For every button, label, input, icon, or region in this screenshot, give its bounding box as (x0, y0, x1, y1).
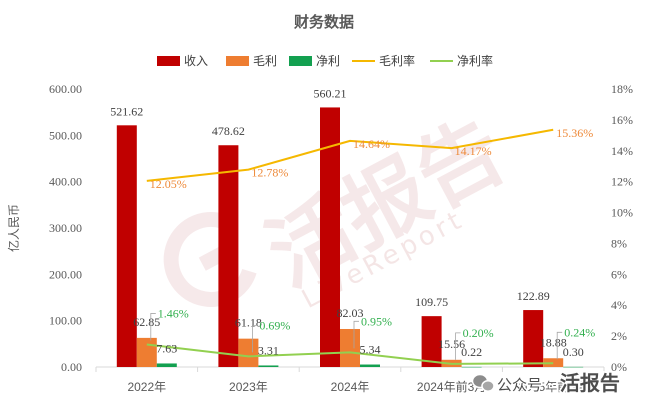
bar-revenue (523, 310, 544, 367)
y-tick-label: 200.00 (49, 267, 82, 281)
bar-gross-profit (238, 338, 259, 367)
account-name: 活报告 (560, 371, 620, 395)
leader-line (556, 331, 563, 360)
data-label-gross-margin: 14.64% (353, 137, 390, 151)
line-net-margin (146, 343, 554, 365)
y-tick-label: 600.00 (49, 82, 82, 96)
data-label-gross-margin: 14.17% (455, 144, 492, 158)
y2-tick-label: 4% (611, 298, 627, 312)
bar-net-profit (461, 366, 482, 368)
bar-revenue (116, 125, 137, 367)
wechat-icon (471, 373, 495, 392)
watermark: 活报告 LiveReport (163, 100, 520, 315)
legend-label-gross-margin: 毛利率 (379, 53, 415, 68)
bar-revenue (218, 145, 239, 367)
x-tick-label: 2022年 (127, 380, 166, 394)
y2-tick-label: 0% (611, 360, 627, 374)
watermark-logo (163, 212, 257, 307)
y2-tick-label: 16% (611, 113, 633, 127)
bars (116, 107, 584, 368)
legend-swatch-gross-profit (226, 56, 249, 66)
legend-swatch-revenue (157, 56, 180, 66)
y2-tick-label: 8% (611, 236, 627, 250)
bar-gross-profit (543, 358, 564, 367)
data-label-revenue: 521.62 (110, 104, 143, 118)
line-gross-margin (146, 128, 554, 182)
account-tag: 公众号 · 活报告 (471, 370, 621, 397)
lines (146, 128, 554, 365)
bar-gross-profit (340, 328, 360, 367)
data-label-gross-profit: 18.88 (540, 335, 567, 349)
legend-label-net-margin: 净利率 (457, 53, 493, 68)
bar-net-profit (258, 365, 279, 367)
data-label-gross-profit: 15.56 (438, 337, 465, 351)
data-label-gross-margin: 12.05% (150, 177, 187, 191)
legend-label-net-profit: 净利 (316, 54, 340, 68)
bar-net-profit (156, 363, 177, 367)
data-label-net-profit: 5.34 (360, 343, 381, 357)
data-labels: 521.62 478.62 560.21 109.75 122.89 62.85 61.18… (110, 86, 595, 360)
legend-label-revenue: 收入 (184, 54, 208, 68)
legend-item-revenue: 收入 (157, 54, 208, 68)
x-tick-label: 2023年 (229, 380, 268, 394)
plot-area: 2022年 2023年 2024年 2024年前3月 2025年前3月 0.00 100.0… (49, 82, 633, 394)
y-axis-label: 亿人民币 (6, 204, 21, 252)
y2-tick-label: 6% (611, 267, 627, 281)
legend-label-gross-profit: 毛利 (253, 54, 277, 68)
y-tick-label: 400.00 (49, 175, 82, 189)
data-label-net-profit: 0.30 (563, 345, 584, 359)
data-label-net-profit: 7.63 (156, 341, 177, 355)
legend-item-net-margin: 净利率 (430, 53, 493, 68)
data-label-gross-margin: 15.36% (556, 126, 593, 140)
data-label-net-profit: 3.31 (258, 343, 279, 357)
data-label-revenue: 560.21 (314, 86, 347, 100)
leader-line (353, 320, 359, 349)
data-label-net-margin: 0.24% (564, 325, 595, 339)
account-label: 公众号 (497, 377, 542, 394)
y2-tick-label: 2% (611, 329, 627, 343)
data-label-net-margin: 0.95% (361, 314, 392, 328)
data-label-net-profit: 0.22 (461, 345, 482, 359)
x-tick-label: 2024年前3月 (417, 379, 486, 394)
y2-tick-label: 10% (611, 206, 633, 220)
account-text: 公众号 · 活报告 (497, 371, 620, 395)
y-tick-label: 0.00 (61, 360, 82, 374)
leader-line (455, 332, 461, 360)
data-label-revenue: 122.89 (517, 289, 550, 303)
y-tick-label: 100.00 (49, 314, 82, 328)
y2-tick-label: 14% (611, 144, 633, 158)
legend-item-gross-profit: 毛利 (226, 54, 277, 68)
data-label-revenue: 478.62 (212, 124, 245, 138)
legend-item-net-profit: 净利 (289, 54, 340, 68)
account-separator: · (548, 377, 553, 394)
leader-line (251, 324, 258, 353)
bar-net-profit (563, 366, 584, 368)
data-label-revenue: 109.75 (415, 295, 448, 309)
data-label-gross-profit: 62.85 (133, 315, 160, 329)
data-label-net-margin: 0.20% (463, 326, 494, 340)
bar-gross-profit (136, 337, 157, 367)
x-tick-label: 2024年 (331, 380, 370, 394)
legend-swatch-net-profit (289, 56, 312, 66)
y-tick-label: 300.00 (49, 221, 82, 235)
legend-item-gross-margin: 毛利率 (352, 53, 415, 68)
data-label-net-margin: 1.46% (158, 306, 189, 320)
bar-revenue (421, 316, 442, 367)
y-tick-label: 500.00 (49, 128, 82, 142)
legend: 收入 毛利 净利 毛利率 净利率 (157, 53, 493, 68)
data-label-gross-profit: 82.03 (337, 306, 364, 320)
data-label-gross-profit: 61.18 (235, 316, 262, 330)
x-tick-label: 2025年前3月 (519, 379, 588, 394)
leader-line (150, 313, 156, 341)
data-label-gross-margin: 12.78% (251, 166, 288, 180)
axes: 2022年 2023年 2024年 2024年前3月 2025年前3月 0.00 100.0… (49, 82, 633, 394)
chart-title: 财务数据 (294, 13, 354, 31)
bar-revenue (320, 107, 340, 367)
y2-tick-label: 18% (611, 82, 633, 96)
y2-tick-label: 12% (611, 175, 633, 189)
bar-net-profit (360, 364, 380, 367)
data-label-net-margin: 0.69% (259, 318, 290, 332)
